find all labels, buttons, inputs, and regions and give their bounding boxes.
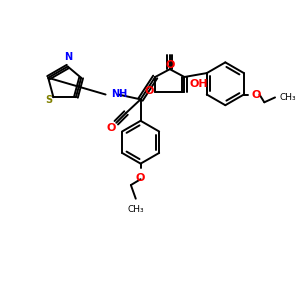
Text: O: O: [136, 173, 145, 183]
Text: S: S: [45, 95, 52, 105]
Text: N: N: [64, 52, 72, 62]
Text: OH: OH: [189, 79, 208, 89]
Text: O: O: [107, 123, 116, 133]
Text: O: O: [145, 85, 154, 96]
Text: O: O: [252, 89, 261, 100]
Text: CH₃: CH₃: [128, 206, 144, 214]
Text: CH₃: CH₃: [280, 93, 296, 102]
Text: O: O: [165, 60, 175, 70]
Text: NH: NH: [111, 88, 128, 98]
